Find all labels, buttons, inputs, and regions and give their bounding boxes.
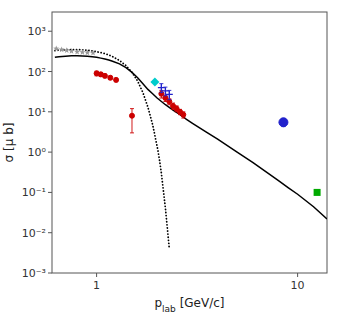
error-bar: [181, 112, 185, 118]
tick-label: 10⁻¹: [22, 186, 46, 199]
tick-mark: [297, 273, 298, 277]
tick-label: 10³: [28, 25, 46, 38]
error-bar: [130, 109, 134, 133]
point: [79, 49, 85, 55]
plot-area: [53, 45, 327, 248]
point: [114, 77, 119, 82]
tick-label: 10⁻³: [22, 267, 46, 280]
tick-label: 1: [93, 279, 100, 292]
tick-label: 10¹: [28, 106, 46, 119]
tick-label: 10²: [28, 66, 46, 79]
point: [53, 45, 59, 51]
y-axis-label: σ [μ b]: [2, 123, 16, 163]
error-bar: [103, 74, 107, 78]
tick-mark: [48, 192, 52, 193]
tick-label: 10: [291, 279, 305, 292]
x-axis-label: plab [GeV/c]: [154, 296, 224, 314]
tick-mark: [48, 111, 52, 112]
tick-label: 10⁰: [28, 146, 47, 159]
point: [150, 77, 159, 86]
point: [64, 47, 70, 53]
error-bar: [114, 78, 118, 81]
point: [181, 112, 186, 117]
tick-label: 10⁻²: [22, 227, 46, 240]
point: [166, 91, 173, 98]
error-bar: [108, 76, 112, 80]
tick-mark: [48, 152, 52, 153]
tick-mark: [48, 273, 52, 274]
point: [279, 118, 288, 127]
point: [129, 113, 134, 118]
point: [90, 50, 96, 56]
tick-mark: [96, 273, 97, 277]
point: [74, 49, 80, 55]
tick-mark: [48, 232, 52, 233]
point: [314, 189, 321, 196]
plot-frame: [52, 12, 327, 273]
tick-mark: [48, 71, 52, 72]
point: [102, 73, 107, 78]
chart: 10⁻³ 10⁻² 10⁻¹ 10⁰ 10¹ 10² 10³ 1 10 plab [GeV/c] σ…: [0, 0, 339, 315]
point: [162, 87, 169, 94]
line: [55, 50, 169, 249]
tick-mark: [48, 31, 52, 32]
point: [108, 75, 113, 80]
point: [84, 49, 90, 55]
point: [59, 46, 65, 52]
point: [68, 48, 74, 54]
line: [55, 56, 327, 219]
